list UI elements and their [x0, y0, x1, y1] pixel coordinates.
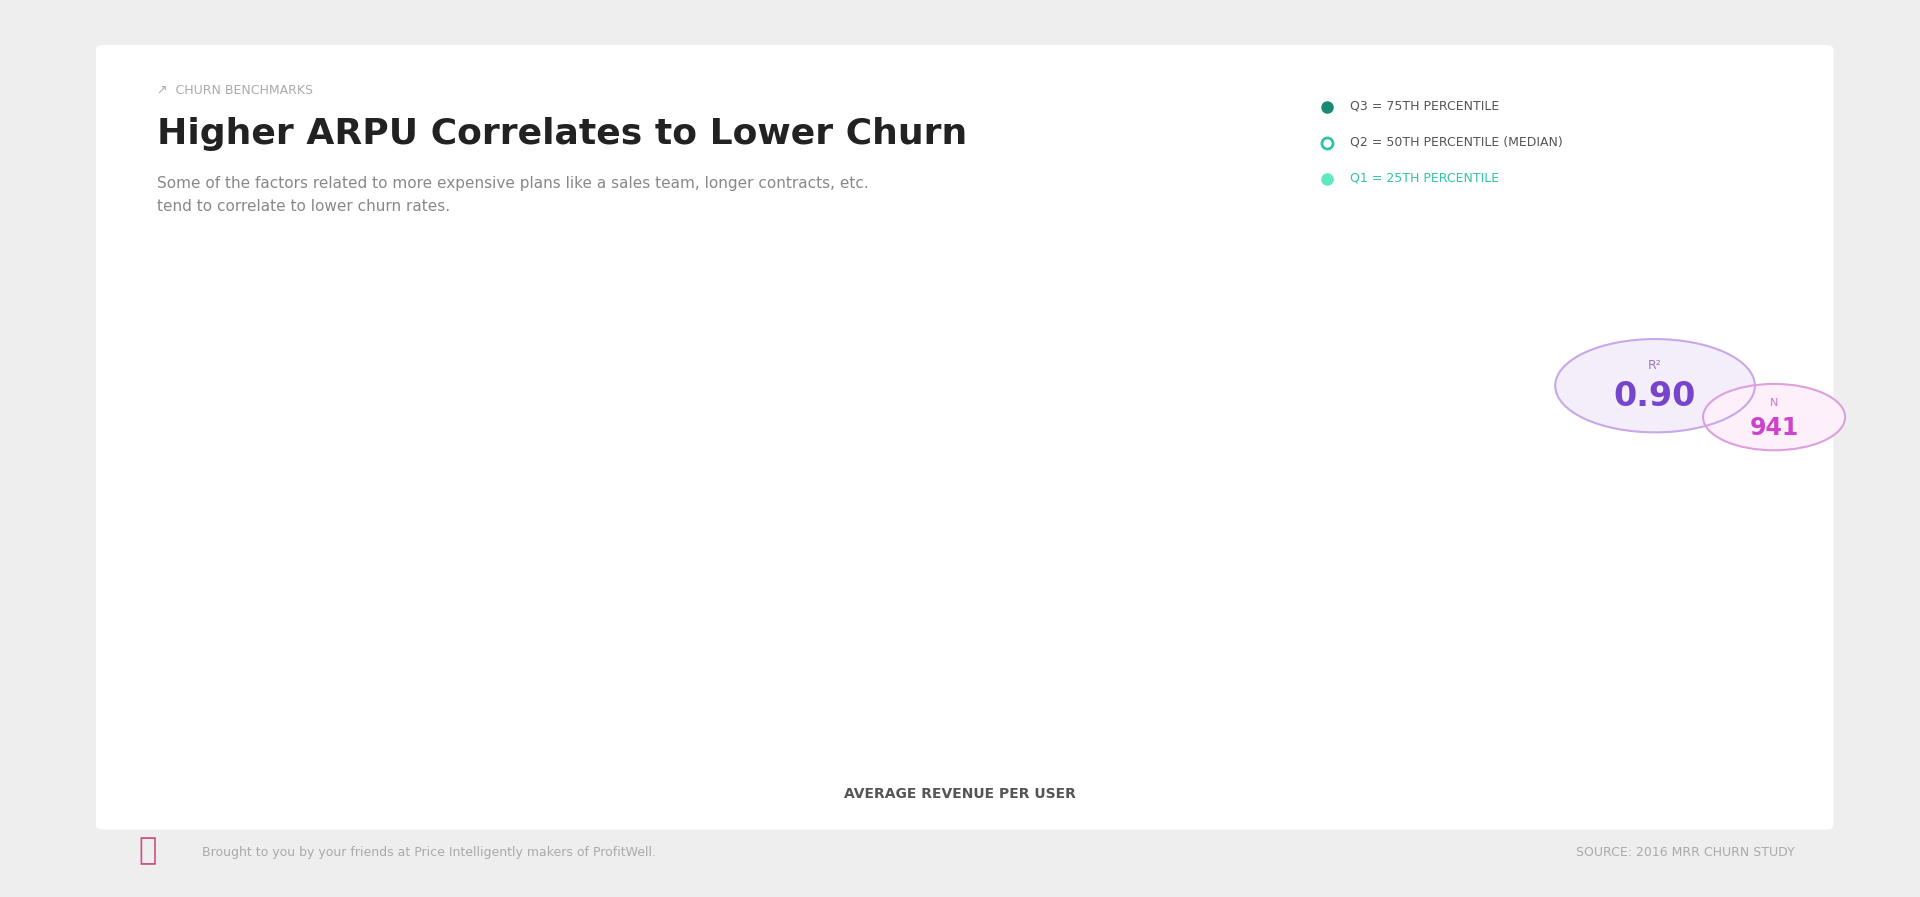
Point — [820, 570, 851, 584]
Text: Some of the factors related to more expensive plans like a sales team, longer co: Some of the factors related to more expe… — [157, 177, 870, 191]
Point — [568, 613, 599, 627]
Point — [1321, 570, 1352, 584]
Point — [317, 461, 348, 475]
Text: AVERAGE REVENUE PER USER: AVERAGE REVENUE PER USER — [845, 787, 1075, 801]
Point — [1069, 580, 1100, 595]
Text: R²: R² — [1647, 360, 1663, 372]
Point — [568, 396, 599, 410]
Y-axis label: CHURN %: CHURN % — [221, 481, 234, 542]
Text: 0.90: 0.90 — [1615, 380, 1695, 413]
Point — [1572, 623, 1603, 638]
Point — [442, 602, 472, 616]
Point — [442, 526, 472, 540]
Text: Ⓟ: Ⓟ — [138, 836, 157, 865]
Point — [1572, 602, 1603, 616]
Text: ↗  CHURN BENCHMARKS: ↗ CHURN BENCHMARKS — [157, 84, 313, 97]
Point — [1321, 602, 1352, 616]
Point — [317, 623, 348, 638]
Point — [1069, 667, 1100, 682]
Point — [693, 547, 724, 562]
Text: Q1 = 25TH PERCENTILE: Q1 = 25TH PERCENTILE — [1350, 171, 1500, 184]
Text: N: N — [1770, 397, 1778, 408]
Text: y = -0.554x + 9.7149: y = -0.554x + 9.7149 — [1056, 353, 1192, 365]
Point — [1321, 634, 1352, 649]
Point — [1448, 623, 1478, 638]
Point — [1196, 547, 1227, 562]
Point — [820, 449, 851, 464]
Point — [1196, 591, 1227, 605]
Point — [945, 428, 975, 442]
Point — [1196, 634, 1227, 649]
Text: SOURCE: 2016 MRR CHURN STUDY: SOURCE: 2016 MRR CHURN STUDY — [1576, 846, 1795, 858]
Point — [1448, 689, 1478, 703]
Text: Brought to you by your friends at Price Intelligently makers of ProfitWell.: Brought to you by your friends at Price … — [202, 846, 655, 858]
Point — [568, 536, 599, 551]
Point — [442, 363, 472, 378]
Point — [1448, 602, 1478, 616]
Point — [1069, 483, 1100, 497]
Text: Higher ARPU Correlates to Lower Churn: Higher ARPU Correlates to Lower Churn — [157, 117, 968, 151]
Text: tend to correlate to lower churn rates.: tend to correlate to lower churn rates. — [157, 199, 451, 213]
Point — [1572, 667, 1603, 682]
Text: Q2 = 50TH PERCENTILE (MEDIAN): Q2 = 50TH PERCENTILE (MEDIAN) — [1350, 135, 1563, 148]
Text: Q3 = 75TH PERCENTILE: Q3 = 75TH PERCENTILE — [1350, 100, 1500, 112]
Point — [693, 613, 724, 627]
Point — [945, 634, 975, 649]
Point — [945, 570, 975, 584]
Point — [693, 406, 724, 421]
Point — [820, 645, 851, 659]
Text: 941: 941 — [1749, 416, 1799, 440]
Point — [317, 536, 348, 551]
